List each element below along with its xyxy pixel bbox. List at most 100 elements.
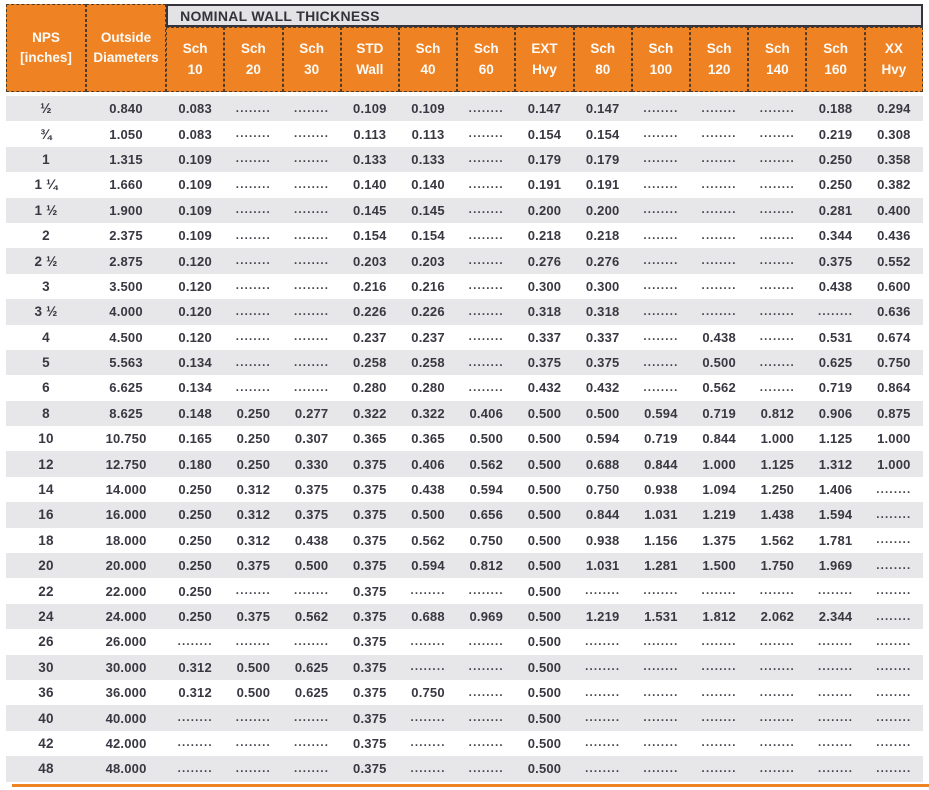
thickness-cell: ........ [294,280,330,293]
thickness-cell: 0.147 [573,96,632,122]
col-header-label: Diameters [93,50,159,65]
thickness-cell: 1.250 [760,482,795,498]
thickness-cell: 0.594 [469,482,504,498]
thickness-cell: 1.781 [818,532,853,548]
thickness-cell: ........ [876,585,912,598]
thickness-cell: 0.145 [340,197,399,223]
thickness-cell: ........ [759,737,795,750]
table-row: 42 42.000........................ 0.375...… [6,731,923,756]
nps-cell: 1 ½ [6,197,87,223]
thickness-cell: 0.140 [353,177,387,193]
thickness-cell: 0.250 [166,553,225,579]
col-header-label: 30 [304,61,320,77]
thickness-cell: 0.500 [469,431,504,447]
table-body: ½ 0.840 0.083................ 0.109 0.109...… [6,92,923,782]
thickness-cell: ........ [177,635,213,648]
thickness-cell: 0.188 [806,96,865,122]
thickness-cell: ........ [573,756,632,782]
thickness-cell: 0.300 [585,278,620,294]
thickness-cell: 0.375 [224,603,283,630]
thickness-cell: ........ [468,331,504,344]
thickness-cell: 0.375 [340,451,399,477]
thickness-cell: 0.083 [166,96,225,122]
nps-cell: 36 [38,685,54,701]
table-row: 5 5.563 0.134................ 0.258 0.258...… [6,349,923,376]
thickness-cell: ........ [759,128,795,141]
col-header-ext-hvy: EXT Hvy [515,27,574,92]
thickness-cell: ........ [457,96,516,122]
thickness-cell: 0.688 [573,451,632,477]
nps-cell: 42 [38,735,54,751]
thickness-cell: 0.109 [340,96,399,122]
thickness-cell: ........ [294,737,330,750]
thickness-cell: ........ [282,299,341,325]
thickness-cell: ........ [235,128,271,141]
thickness-cell: 0.179 [515,146,574,173]
thickness-cell: 0.750 [864,349,923,376]
table-header: NPS [inches] Outside Diameters NOMINAL W… [6,4,923,92]
thickness-cell: 0.250 [806,146,865,173]
col-header-label: Sch [706,41,732,57]
thickness-cell: 0.200 [573,197,632,223]
thickness-cell: ........ [468,280,504,293]
thickness-cell: 0.500 [527,634,562,650]
thickness-cell: 0.938 [644,482,678,498]
thickness-cell: 0.226 [398,299,458,325]
od-cell: 2.375 [109,228,143,244]
thickness-cell: 0.312 [224,502,283,528]
thickness-cell: 0.365 [411,431,445,447]
table-row: 36 36.000 0.312 0.500 0.625 0.375 0.750.......… [6,680,923,705]
thickness-cell: 0.438 [702,329,736,345]
nps-cell: 4 [42,329,50,345]
thickness-cell: ........ [876,534,912,547]
pipe-schedule-table: NPS [inches] Outside Diameters NOMINAL W… [6,4,923,782]
thickness-cell: 0.436 [877,228,911,244]
nps-cell: 14 [38,482,54,498]
thickness-cell: ........ [748,146,807,173]
thickness-cell: 0.219 [818,126,853,142]
thickness-cell: 0.375 [340,654,399,680]
thickness-cell: ........ [876,635,912,648]
thickness-cell: ........ [806,654,865,680]
thickness-cell: ........ [643,229,679,242]
col-header-label: 10 [187,61,203,77]
nps-cell: 22 [38,583,54,599]
thickness-cell: 0.250 [178,532,212,548]
thickness-cell: 0.154 [353,228,387,244]
thickness-cell: 0.250 [224,400,283,427]
thickness-cell: 0.365 [353,431,387,447]
thickness-cell: 0.216 [411,278,445,294]
thickness-cell: 0.120 [178,329,212,345]
thickness-cell: 0.237 [411,329,445,345]
thickness-cell: 0.906 [806,400,865,427]
nps-cell: 26 [38,634,54,650]
group-header-row: NPS [inches] Outside Diameters NOMINAL W… [6,4,923,92]
thickness-cell: 1.812 [690,603,749,630]
thickness-cell: ........ [643,128,679,141]
thickness-cell: 0.250 [818,177,853,193]
thickness-cell: ........ [398,654,458,680]
nps-cell: 18 [38,532,54,548]
col-header-sch-30: Sch 30 [282,27,341,92]
thickness-cell: 0.113 [411,126,445,142]
thickness-cell: 0.250 [224,451,283,477]
thickness-cell: ........ [631,96,691,122]
thickness-cell: 0.258 [398,349,458,376]
spacer-row [6,92,923,96]
col-header-sch-100: Sch 100 [631,27,691,92]
thickness-cell: 0.200 [515,197,574,223]
group-header-nominal-wall-thickness: NOMINAL WALL THICKNESS [166,4,923,27]
thickness-cell: 1.281 [631,553,691,579]
thickness-cell: ........ [690,756,749,782]
table-row: 4 4.500 0.120................ 0.237 0.237...… [6,325,923,350]
thickness-cell: ........ [748,349,807,376]
thickness-cell: 1.531 [631,603,691,630]
thickness-cell: ........ [806,299,865,325]
thickness-cell: 0.531 [818,329,853,345]
od-cell: 1.660 [109,177,143,193]
table-row: 2 ½ 2.875 0.120................ 0.203 0.203.… [6,248,923,274]
thickness-cell: ........ [457,248,516,274]
thickness-cell: ........ [282,197,341,223]
thickness-cell: ........ [864,654,923,680]
